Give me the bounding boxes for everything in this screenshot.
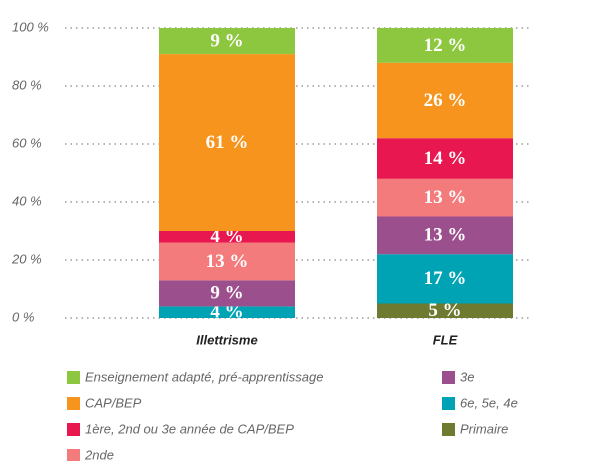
- legend-swatch: [442, 423, 455, 436]
- bar-segment: [159, 231, 295, 243]
- bar-segment: [377, 62, 513, 139]
- y-tick-label: 60 %: [12, 135, 42, 150]
- y-tick-label: 100 %: [12, 19, 49, 34]
- value-label: 13 %: [424, 225, 467, 246]
- value-label: 9 %: [210, 30, 243, 51]
- value-label: 9 %: [210, 283, 243, 304]
- value-label: 61 %: [206, 132, 249, 153]
- legend-label: CAP/BEP: [85, 395, 142, 410]
- bar-segment: [159, 54, 295, 231]
- y-tick-label: 40 %: [12, 193, 42, 208]
- bar-segment: [377, 28, 513, 63]
- value-label: 4 %: [210, 302, 243, 323]
- legend-label: 2nde: [84, 447, 114, 461]
- bar-segment: [377, 254, 513, 304]
- value-label: 17 %: [424, 268, 467, 289]
- bar-segment: [159, 28, 295, 55]
- legend-label: 3e: [460, 369, 474, 384]
- value-label: 13 %: [206, 251, 249, 272]
- legend-swatch: [442, 397, 455, 410]
- legend-swatch: [67, 449, 80, 462]
- legend-swatch: [67, 397, 80, 410]
- legend-swatch: [67, 371, 80, 384]
- value-label: 4 %: [210, 226, 243, 247]
- bar-segment: [159, 306, 295, 318]
- bar-segment: [377, 303, 513, 318]
- x-tick-label: FLE: [433, 332, 458, 347]
- value-label: 5 %: [428, 300, 461, 321]
- bar-segment: [159, 280, 295, 307]
- y-tick-label: 20 %: [11, 251, 42, 266]
- bar-segment: [159, 242, 295, 281]
- legend-label: Primaire: [460, 421, 508, 436]
- value-label: 13 %: [424, 187, 467, 208]
- y-tick-label: 0 %: [12, 309, 34, 324]
- legend-swatch: [442, 371, 455, 384]
- bar-segment: [377, 138, 513, 179]
- value-label: 14 %: [424, 148, 467, 169]
- legend-swatch: [67, 423, 80, 436]
- y-tick-label: 80 %: [12, 77, 42, 92]
- legend-label: Enseignement adapté, pré-apprentissage: [85, 369, 324, 384]
- legend-label: 6e, 5e, 4e: [460, 395, 518, 410]
- bar-segment: [377, 216, 513, 255]
- value-label: 26 %: [424, 90, 467, 111]
- x-tick-label: Illettrisme: [196, 332, 257, 347]
- value-label: 12 %: [424, 35, 467, 56]
- legend-label: 1ère, 2nd ou 3e année de CAP/BEP: [85, 421, 294, 436]
- bar-segment: [377, 178, 513, 217]
